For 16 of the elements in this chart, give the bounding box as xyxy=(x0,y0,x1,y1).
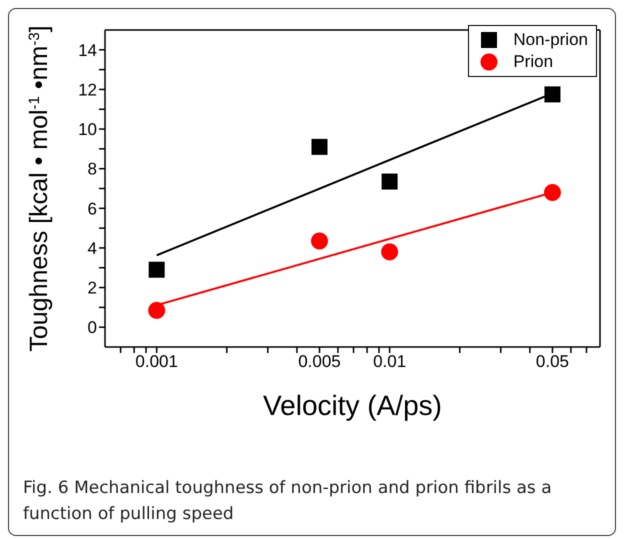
x-tick-label: 0.005 xyxy=(298,352,341,372)
y-tick-label: 12 xyxy=(78,80,97,100)
legend-label: Non-prion xyxy=(513,29,588,51)
legend-label: Prion xyxy=(513,51,554,73)
y-tick-label: 8 xyxy=(88,160,97,179)
y-tick-label: 6 xyxy=(88,199,97,218)
y-tick-label: 0 xyxy=(88,318,97,338)
x-tick-label: 0.01 xyxy=(373,352,406,372)
y-tick-label: 2 xyxy=(88,278,97,298)
y-tick-label: 4 xyxy=(88,238,97,258)
y-tick-label: 14 xyxy=(78,40,97,60)
x-tick-label: 0.05 xyxy=(536,352,569,372)
x-tick-label: 0.001 xyxy=(135,352,178,372)
x-axis-title: Velocity (A/ps) xyxy=(263,390,442,421)
caption: Fig. 6 Mechanical toughness of non-prion and prion fibrils as a function of pulling speed xyxy=(22,477,553,526)
y-tick-label: 10 xyxy=(78,120,97,140)
